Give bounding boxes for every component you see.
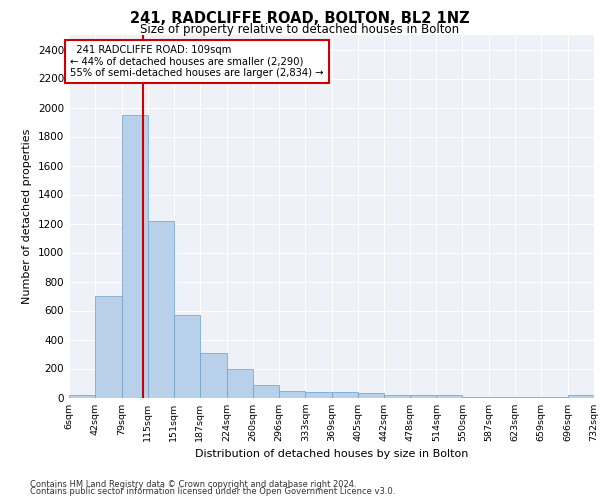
Bar [358,393,384,398]
Y-axis label: Number of detached properties: Number of detached properties [22,128,32,304]
Bar [384,394,410,398]
Text: 241, RADCLIFFE ROAD, BOLTON, BL2 1NZ: 241, RADCLIFFE ROAD, BOLTON, BL2 1NZ [130,11,470,26]
Bar [568,396,594,398]
Bar [69,396,95,398]
Bar [331,392,358,398]
Bar [122,115,148,398]
Bar [227,368,253,398]
Text: 241 RADCLIFFE ROAD: 109sqm
← 44% of detached houses are smaller (2,290)
55% of s: 241 RADCLIFFE ROAD: 109sqm ← 44% of deta… [70,45,324,78]
Bar [253,385,279,398]
Bar [148,220,174,398]
X-axis label: Distribution of detached houses by size in Bolton: Distribution of detached houses by size … [195,450,468,460]
Bar [305,392,331,398]
Bar [174,315,200,398]
Text: Size of property relative to detached houses in Bolton: Size of property relative to detached ho… [140,22,460,36]
Text: Contains HM Land Registry data © Crown copyright and database right 2024.: Contains HM Land Registry data © Crown c… [30,480,356,489]
Bar [279,391,305,398]
Bar [95,296,122,398]
Bar [200,354,227,398]
Text: Contains public sector information licensed under the Open Government Licence v3: Contains public sector information licen… [30,488,395,496]
Bar [436,395,463,398]
Bar [410,394,436,398]
